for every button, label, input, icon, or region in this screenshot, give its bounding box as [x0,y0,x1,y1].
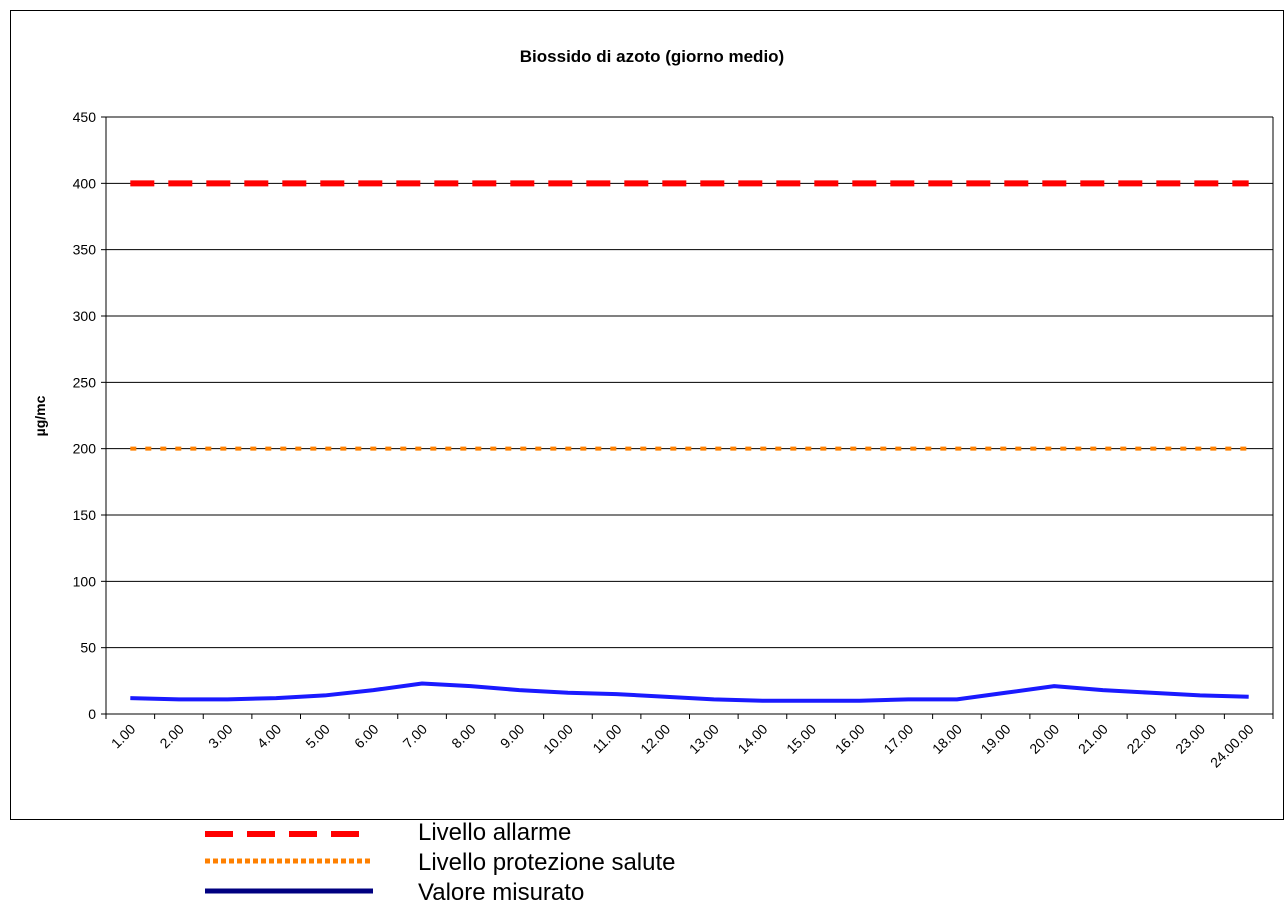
legend-swatch-dashed [205,831,373,837]
y-tick-label: 450 [73,109,97,125]
gridlines [106,116,1273,649]
legend-swatch-dotted [205,858,373,864]
x-tick-label: 22.00 [1123,721,1159,757]
y-axis-label: µg/mc [32,395,48,436]
x-tick-label: 18.00 [929,721,965,757]
x-tick-label: 12.00 [637,721,673,757]
y-tick-label: 100 [73,573,97,589]
y-tick-label: 400 [73,175,97,191]
legend-label: Valore misurato [418,879,585,906]
x-tick-label: 24.00.00 [1207,721,1257,771]
x-tick-label: 15.00 [783,721,819,757]
x-tick-label: 7.00 [400,721,431,752]
legend-label: Livello allarme [418,819,572,846]
x-tick-label: 3.00 [205,721,236,752]
x-tick-label: 23.00 [1172,721,1208,757]
y-tick-label: 150 [73,507,97,523]
legend-label: Livello protezione salute [418,849,676,876]
line-chart: Biossido di azoto (giorno medio) µg/mc 0… [32,47,1274,771]
chart-frame [10,10,1284,820]
x-tick-label: 8.00 [448,721,479,752]
x-tick-labels: 1.00 2.00 3.00 4.00 5.00 6.00 7.00 8.00 9.00 10.0… [108,721,1257,771]
x-tick-label: 20.00 [1026,721,1062,757]
y-tick-label: 350 [73,242,97,258]
y-tick-label: 200 [73,441,97,457]
x-tick-label: 21.00 [1075,721,1111,757]
x-tick-label: 13.00 [686,721,722,757]
x-tick-label: 5.00 [302,721,333,752]
x-tick-label: 6.00 [351,721,382,752]
legend-swatch-solid [205,888,373,894]
y-tick-labels: 0 50 100 150 200 250 300 350 400 450 [73,109,97,722]
x-tick-label: 17.00 [880,721,916,757]
x-tick-label: 16.00 [832,721,868,757]
y-tick-label: 0 [88,706,96,722]
chart-title: Biossido di azoto (giorno medio) [520,47,784,66]
x-tick-label: 10.00 [540,721,576,757]
y-tick-label: 250 [73,374,97,390]
series-lines [130,180,1249,703]
x-tick-label: 9.00 [497,721,528,752]
axes [101,116,1274,719]
x-tick-label: 2.00 [156,721,187,752]
x-tick-label: 19.00 [978,721,1014,757]
x-tick-label: 1.00 [108,721,139,752]
x-tick-label: 14.00 [734,721,770,757]
y-tick-label: 50 [80,640,96,656]
y-tick-label: 300 [73,308,97,324]
x-tick-label: 11.00 [589,721,625,757]
x-tick-label: 4.00 [254,721,285,752]
series-line-valore-misurato [130,681,1249,703]
